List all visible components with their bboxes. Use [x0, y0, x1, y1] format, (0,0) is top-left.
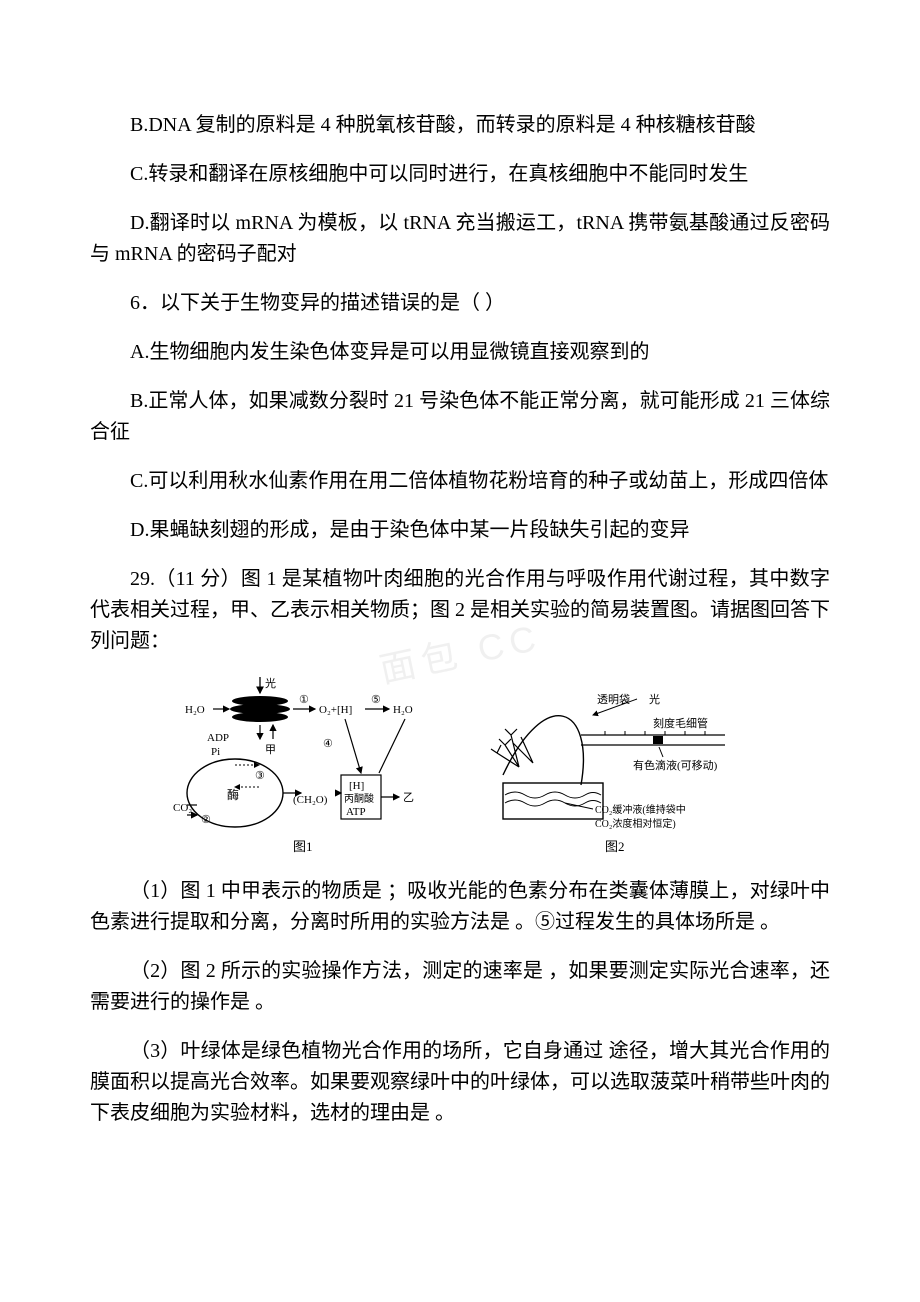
q6-option-a: A.生物细胞内发生染色体变异是可以用显微镜直接观察到的 — [90, 337, 830, 368]
q5-option-d: D.翻译时以 mRNA 为模板，以 tRNA 充当搬运工，tRNA 携带氨基酸通… — [90, 208, 830, 270]
fig1-h2o-left: H₂O — [185, 704, 205, 716]
page: 面包 CC B.DNA 复制的原料是 4 种脱氧核苷酸，而转录的原料是 4 种核… — [0, 0, 920, 1302]
fig2-buffer2: CO₂浓度相对恒定) — [595, 817, 676, 830]
q6-option-b: B.正常人体，如果减数分裂时 21 号染色体不能正常分离，就可能形成 21 三体… — [90, 386, 830, 448]
fig1-enzyme: 酶 — [227, 787, 239, 802]
figure-block: 光 H₂O ① O₂+[H] ⑤ H₂O ADP Pi — [90, 675, 830, 860]
fig1-yi: 乙 — [403, 791, 414, 804]
fig2-caption: 图2 — [605, 839, 625, 854]
fig1-bing: 丙酮酸 — [344, 792, 374, 805]
fig2-buffer1: CO₂缓冲液(维持袋中 — [595, 803, 686, 816]
fig1-adp: ADP — [207, 732, 229, 744]
fig1-co2: CO₂ — [173, 802, 192, 814]
fig1-light: 光 — [265, 676, 276, 690]
fig1-n4: ④ — [323, 738, 333, 750]
figure-2: 透明袋 光 刻度毛细 — [485, 675, 755, 860]
fig1-o2h: O₂+[H] — [319, 704, 352, 716]
fig1-ch2o: (CH₂O) — [293, 794, 328, 806]
fig2-drop: 有色滴液(可移动) — [633, 758, 718, 772]
figure-1: 光 H₂O ① O₂+[H] ⑤ H₂O ADP Pi — [165, 675, 455, 860]
fig2-light: 光 — [649, 692, 660, 706]
fig1-n1: ① — [299, 694, 309, 706]
fig1-h2o-right: H₂O — [393, 704, 413, 716]
fig1-n3: ③ — [255, 770, 265, 782]
q6-option-c: C.可以利用秋水仙素作用在用二倍体植物花粉培育的种子或幼苗上，形成四倍体 — [90, 466, 830, 497]
fig1-caption: 图1 — [293, 839, 313, 854]
q5-option-b: B.DNA 复制的原料是 4 种脱氧核苷酸，而转录的原料是 4 种核糖核苷酸 — [90, 110, 830, 141]
fig2-bag: 透明袋 — [597, 692, 630, 706]
q29-stem: 29.（11 分）图 1 是某植物叶肉细胞的光合作用与呼吸作用代谢过程，其中数字… — [90, 564, 830, 657]
fig1-atp: ATP — [346, 806, 366, 818]
fig2-tube: 刻度毛细管 — [653, 716, 708, 730]
fig1-n5: ⑤ — [371, 694, 381, 706]
fig1-n2: ② — [201, 814, 211, 826]
fig1-jia: 甲 — [265, 744, 276, 756]
fig1-brh: [H] — [349, 780, 364, 792]
q29-sub1: （1）图 1 中甲表示的物质是 ；吸收光能的色素分布在类囊体薄膜上，对绿叶中色素… — [90, 876, 830, 938]
q6-stem: 6．以下关于生物变异的描述错误的是（ ） — [90, 288, 830, 319]
q6-option-d: D.果蝇缺刻翅的形成，是由于染色体中某一片段缺失引起的变异 — [90, 515, 830, 546]
q29-sub3: （3）叶绿体是绿色植物光合作用的场所，它自身通过 途径，增大其光合作用的膜面积以… — [90, 1036, 830, 1129]
fig1-pi: Pi — [211, 746, 220, 758]
q5-option-c: C.转录和翻译在原核细胞中可以同时进行，在真核细胞中不能同时发生 — [90, 159, 830, 190]
q29-sub2: （2）图 2 所示的实验操作方法，测定的速率是 ，如果要测定实际光合速率，还需要… — [90, 956, 830, 1018]
